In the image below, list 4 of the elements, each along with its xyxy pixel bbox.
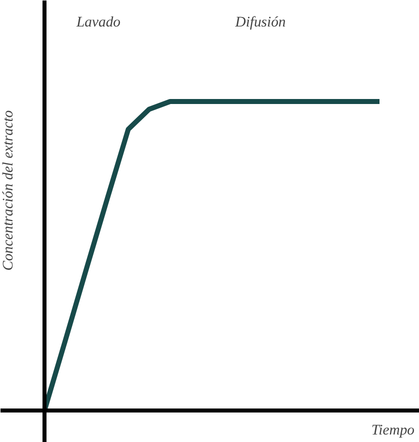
text: Difusión [234, 14, 286, 30]
y-axis-title: Concentración del extracto [0, 110, 16, 271]
x-axis-title: Tiempo [371, 422, 415, 438]
text: Lavado [76, 14, 120, 30]
